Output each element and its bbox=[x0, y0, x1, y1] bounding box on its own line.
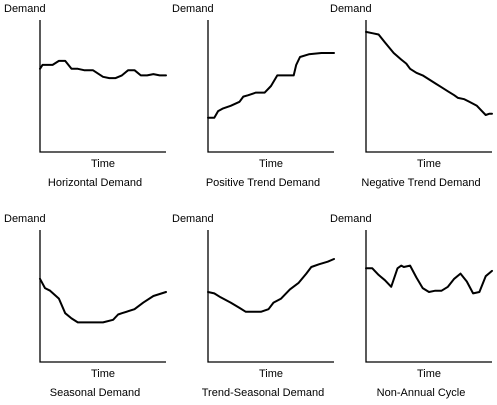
negative-trend-demand-title: Negative Trend Demand bbox=[361, 177, 480, 189]
horizontal-demand-xlabel: Time bbox=[91, 158, 115, 170]
seasonal-demand-axes bbox=[39, 230, 166, 363]
negative-trend-demand-axes bbox=[365, 20, 492, 153]
horizontal-demand-ylabel: Demand bbox=[4, 3, 46, 15]
non-annual-cycle-xlabel: Time bbox=[417, 368, 441, 380]
non-annual-cycle-series-line bbox=[365, 264, 493, 295]
trend-seasonal-demand-title: Trend-Seasonal Demand bbox=[202, 387, 325, 399]
seasonal-demand-series-line bbox=[39, 277, 167, 324]
horizontal-demand-axes bbox=[39, 20, 166, 153]
non-annual-cycle-title: Non-Annual Cycle bbox=[377, 387, 466, 399]
seasonal-demand-xlabel: Time bbox=[91, 368, 115, 380]
trend-seasonal-demand-series-line bbox=[207, 258, 335, 313]
horizontal-demand-series-line bbox=[39, 59, 167, 80]
horizontal-demand-title: Horizontal Demand bbox=[48, 177, 142, 189]
positive-trend-demand-xlabel: Time bbox=[259, 158, 283, 170]
positive-trend-demand-series-line bbox=[207, 52, 335, 119]
non-annual-cycle-ylabel: Demand bbox=[330, 213, 372, 225]
positive-trend-demand-title: Positive Trend Demand bbox=[206, 177, 320, 189]
seasonal-demand-title: Seasonal Demand bbox=[50, 387, 141, 399]
seasonal-demand-ylabel: Demand bbox=[4, 213, 46, 225]
non-annual-cycle-axes bbox=[365, 230, 492, 363]
trend-seasonal-demand-axes bbox=[207, 230, 334, 363]
trend-seasonal-demand-ylabel: Demand bbox=[172, 213, 214, 225]
negative-trend-demand-xlabel: Time bbox=[417, 158, 441, 170]
positive-trend-demand-ylabel: Demand bbox=[172, 3, 214, 15]
trend-seasonal-demand-xlabel: Time bbox=[259, 368, 283, 380]
positive-trend-demand-axes bbox=[207, 20, 334, 153]
negative-trend-demand-ylabel: Demand bbox=[330, 3, 372, 15]
negative-trend-demand-series-line bbox=[365, 30, 493, 116]
